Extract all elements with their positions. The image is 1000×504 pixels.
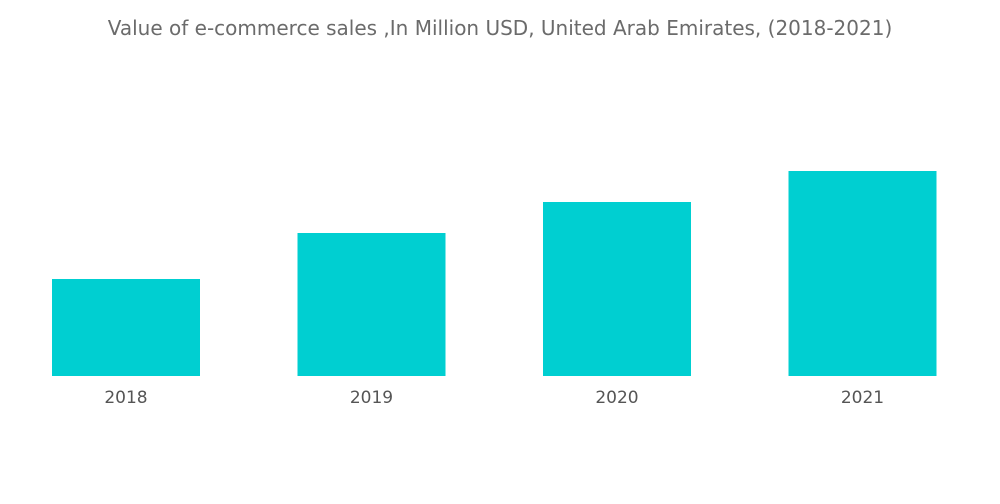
x-tick-label-2019: 2019 [350, 388, 393, 408]
bar-2021 [788, 171, 937, 376]
x-tick-label-2020: 2020 [595, 388, 638, 408]
bar-2019 [297, 233, 446, 376]
chart-title: Value of e-commerce sales ,In Million US… [107, 16, 893, 40]
x-tick-label-2021: 2021 [841, 388, 884, 408]
x-tick-label-2018: 2018 [104, 388, 147, 408]
bar-2018 [52, 279, 200, 376]
bars-group [52, 171, 937, 376]
bar-2020 [543, 202, 691, 376]
x-tick-labels: 2018 2019 2020 2021 [104, 388, 884, 408]
